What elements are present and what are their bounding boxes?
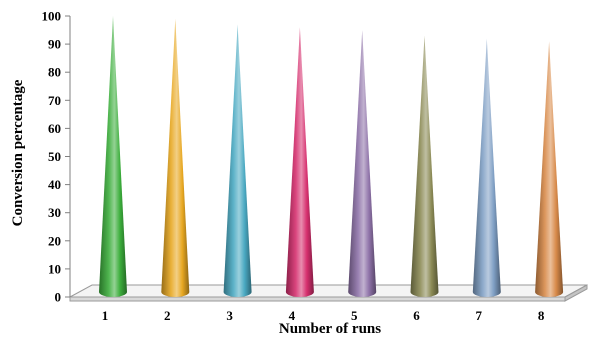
cone-bar-1 bbox=[99, 16, 127, 297]
x-tick-label: 8 bbox=[538, 308, 545, 323]
x-tick-label: 6 bbox=[413, 308, 420, 323]
floor-top bbox=[69, 284, 588, 298]
cone-bars bbox=[99, 16, 564, 298]
floor-side bbox=[564, 284, 588, 302]
x-tick-label: 1 bbox=[102, 308, 109, 323]
x-tick-label: 5 bbox=[351, 308, 358, 323]
y-tick-label: 0 bbox=[55, 290, 62, 305]
cone-bar-8 bbox=[535, 41, 564, 297]
y-tick-label: 70 bbox=[48, 93, 61, 108]
y-tick-label: 20 bbox=[48, 233, 61, 248]
y-tick-label: 10 bbox=[48, 261, 61, 276]
cone-bar-4 bbox=[285, 27, 314, 298]
y-tick-label: 30 bbox=[48, 205, 61, 220]
cone-bar-2 bbox=[161, 18, 190, 298]
cone-bar-7 bbox=[472, 38, 501, 297]
x-tick-label: 2 bbox=[164, 308, 171, 323]
cone-bar-6 bbox=[410, 35, 439, 298]
y-tick-label: 80 bbox=[48, 65, 61, 80]
x-tick-label: 7 bbox=[476, 308, 483, 323]
y-axis-title: Conversion percentage bbox=[10, 79, 26, 226]
y-tick-labels: 0 10 20 30 40 50 60 70 80 90 100 bbox=[42, 9, 70, 305]
floor-front bbox=[69, 296, 566, 302]
chart-floor bbox=[69, 284, 588, 302]
y-tick-label: 90 bbox=[48, 37, 61, 52]
cone-bar-3 bbox=[223, 24, 252, 298]
x-tick-label: 3 bbox=[226, 308, 233, 323]
x-tick-labels: 1 2 3 4 5 6 7 8 bbox=[102, 308, 545, 323]
y-tick-label: 60 bbox=[48, 121, 61, 136]
x-axis-title: Number of runs bbox=[279, 321, 381, 337]
x-tick-label: 4 bbox=[289, 308, 296, 323]
cone-bar-5 bbox=[348, 30, 377, 298]
y-tick-label: 50 bbox=[48, 149, 61, 164]
y-tick-label: 40 bbox=[48, 177, 61, 192]
y-tick-label: 100 bbox=[42, 9, 62, 24]
